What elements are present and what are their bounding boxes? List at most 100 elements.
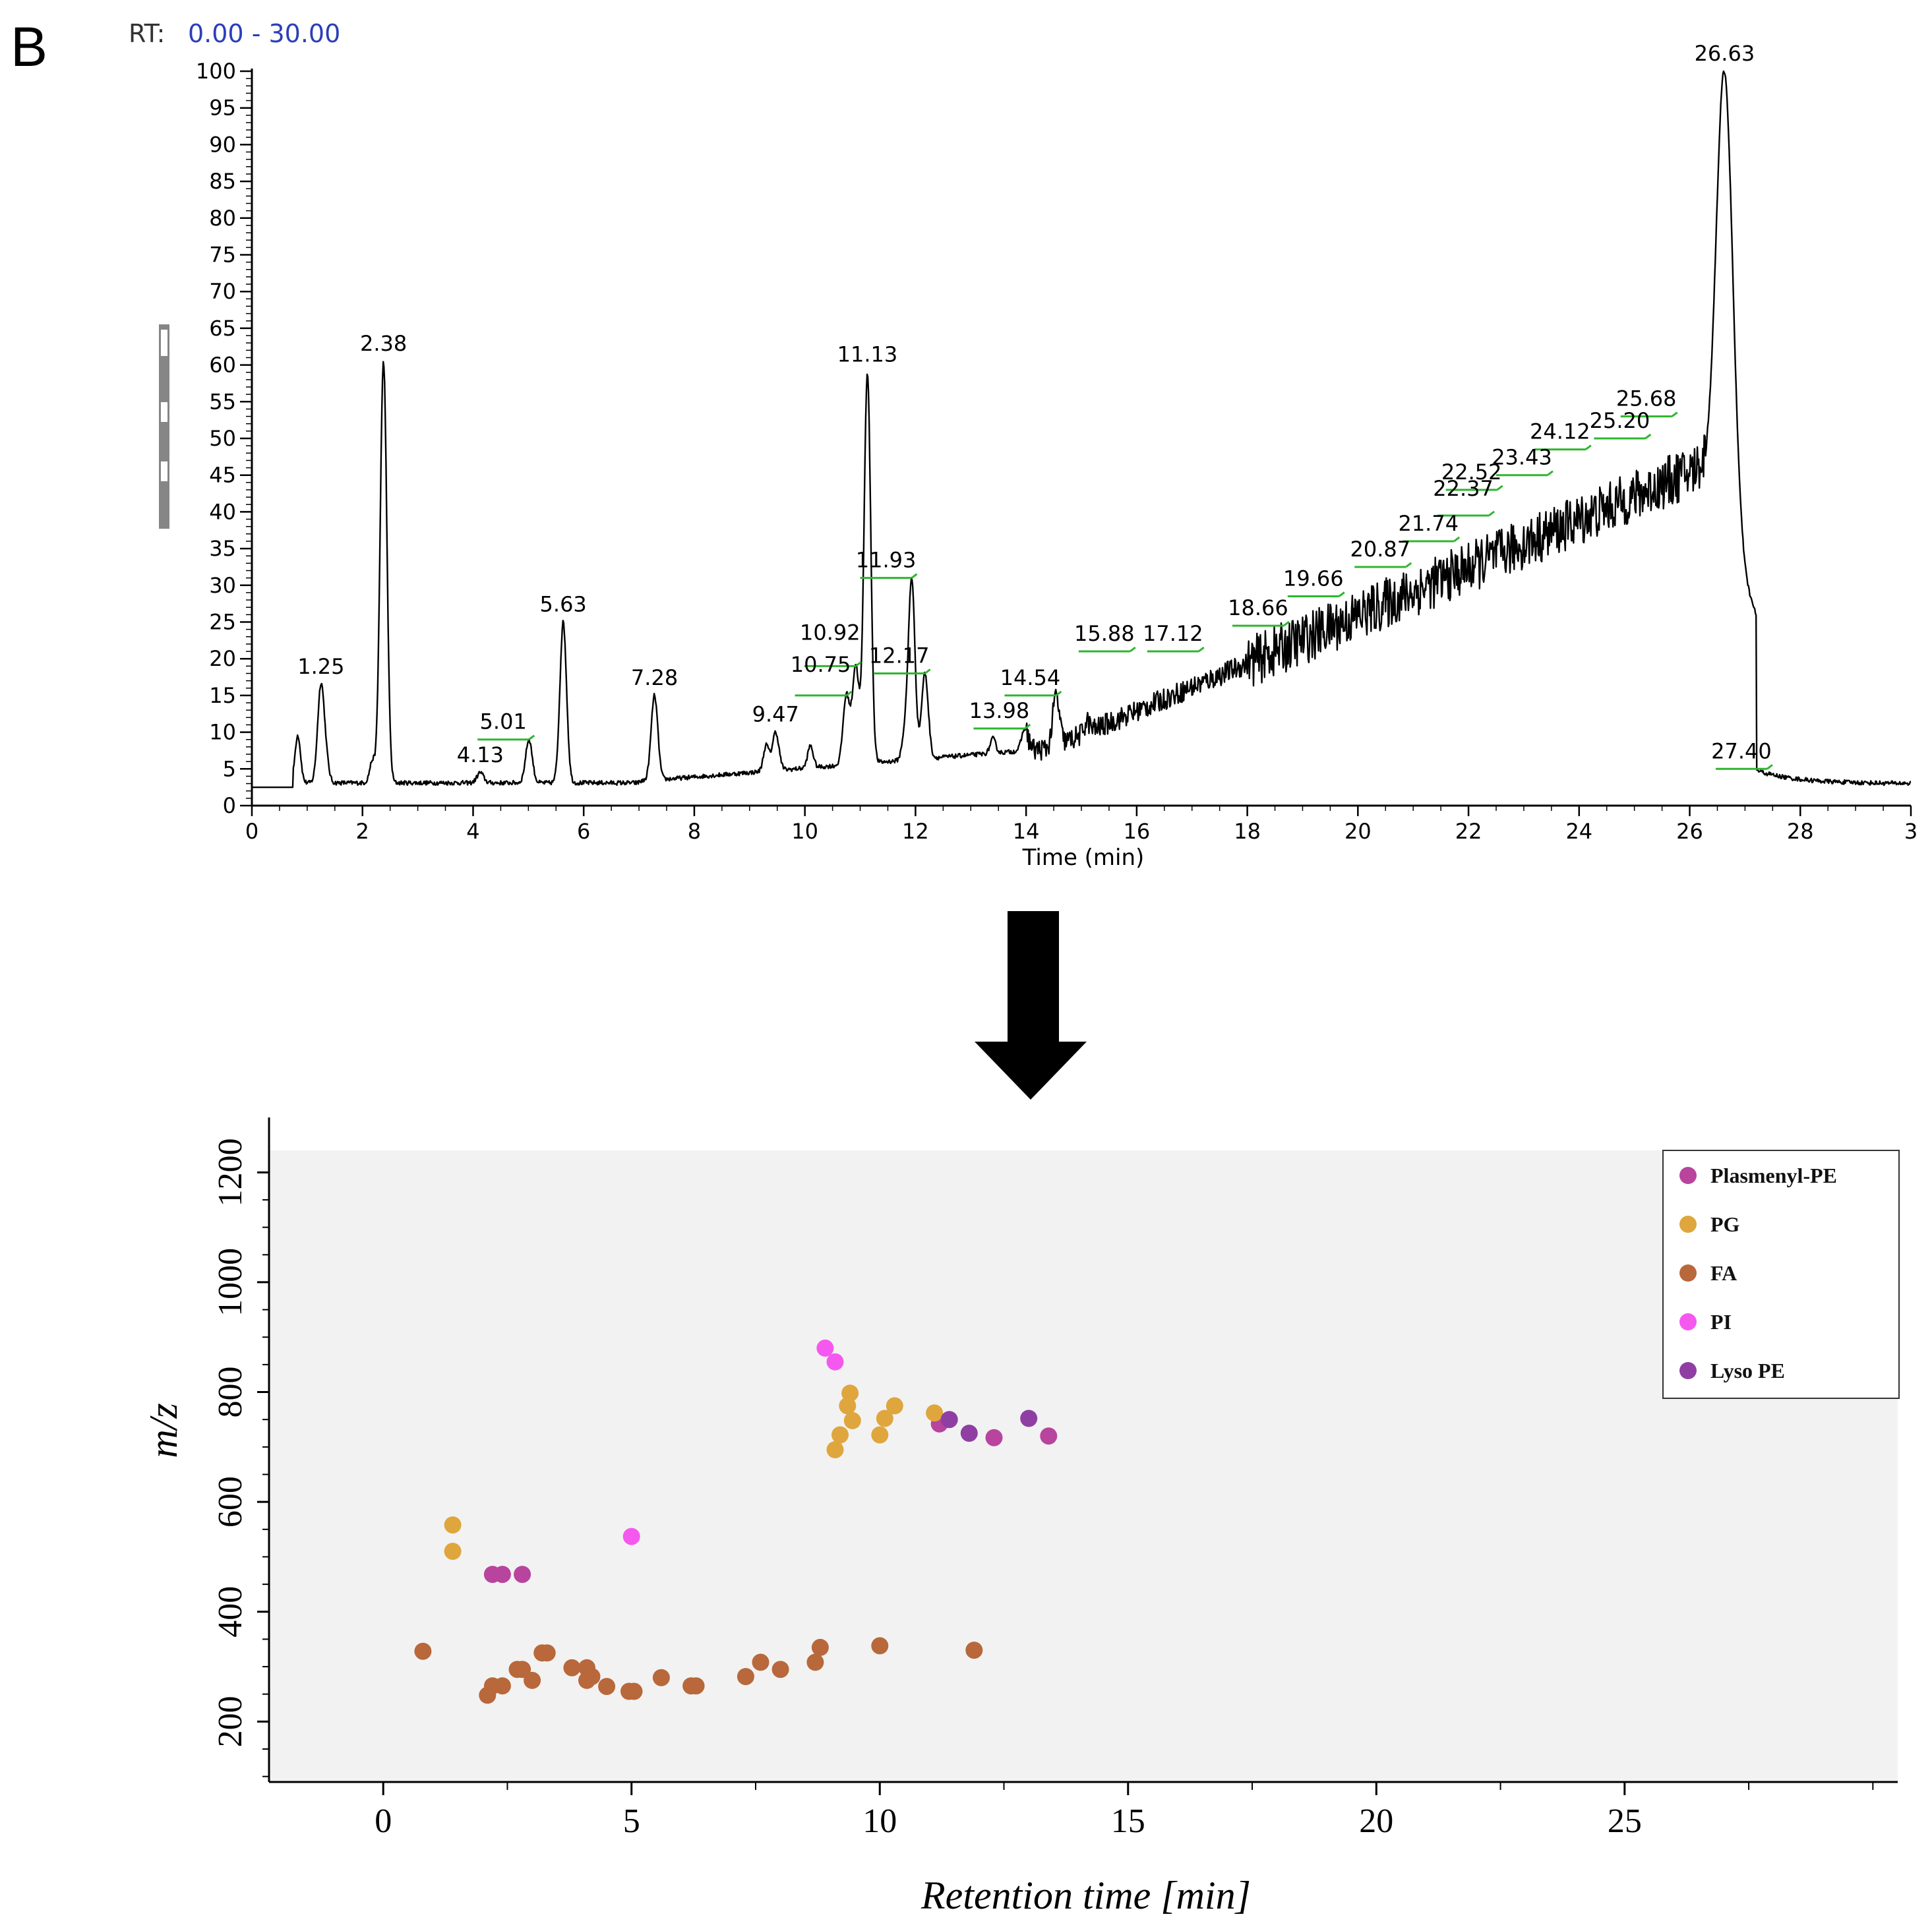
peak-marker-tick bbox=[1024, 723, 1031, 730]
peak-label: 22.52 bbox=[1441, 460, 1502, 485]
scatter-point-fa bbox=[563, 1659, 581, 1677]
scatter-point-pg bbox=[826, 1441, 844, 1458]
scatter-axes: 200 400 600 800 1000 1200 0 5 10 15 20 25 bbox=[212, 1117, 1898, 1840]
peak-marker-tick bbox=[845, 690, 853, 697]
scatter-y-tick-label: 400 bbox=[212, 1586, 249, 1638]
chromatogram-y-tick-label: 0 bbox=[223, 793, 236, 818]
scatter-x-tick-label: 25 bbox=[1608, 1802, 1642, 1840]
peak-label: 12.17 bbox=[869, 643, 930, 668]
peak-marker-tick bbox=[1547, 470, 1554, 476]
scatter-point-fa bbox=[625, 1682, 643, 1700]
peak-label: 13.98 bbox=[969, 698, 1030, 723]
chromatogram-y-tick-label: 55 bbox=[209, 389, 236, 414]
peak-label: 10.92 bbox=[800, 620, 860, 645]
scatter-point-pi bbox=[826, 1353, 844, 1371]
chromatogram-y-tick-label: 15 bbox=[209, 683, 236, 708]
peak-label: 25.68 bbox=[1616, 386, 1677, 411]
chromatogram-y-tick-label: 85 bbox=[209, 169, 236, 194]
legend-label: PI bbox=[1710, 1310, 1732, 1334]
down-arrow-icon bbox=[975, 911, 1087, 1100]
scatter-point-lyso-pe bbox=[960, 1425, 978, 1442]
chromatogram-y-tick-label: 100 bbox=[196, 59, 236, 84]
peak-marker-tick bbox=[1338, 591, 1345, 597]
chromatogram-x-tick-label: 4 bbox=[466, 819, 479, 844]
chromatogram-x-tick-label: 3 bbox=[1904, 819, 1917, 844]
chromatogram-y-tick-label: 80 bbox=[209, 206, 236, 231]
scatter-point-plasmenyl-pe bbox=[985, 1429, 1003, 1446]
chromatogram-x-tick-label: 28 bbox=[1787, 819, 1814, 844]
scatter-point-pg bbox=[444, 1516, 462, 1534]
peak-label: 11.13 bbox=[837, 342, 898, 367]
scatter-point-pg bbox=[444, 1543, 462, 1560]
chromatogram-y-tick-label: 50 bbox=[209, 426, 236, 451]
legend-swatch bbox=[1679, 1167, 1697, 1184]
scatter-point-plasmenyl-pe bbox=[514, 1566, 531, 1584]
legend-swatch bbox=[1679, 1362, 1697, 1379]
scatter-y-axis-title: m/z bbox=[142, 1403, 185, 1458]
scatter-point-fa bbox=[538, 1644, 556, 1662]
scatter-point-pg bbox=[876, 1410, 893, 1427]
peak-marker-tick bbox=[855, 661, 862, 667]
legend-label: FA bbox=[1710, 1261, 1737, 1285]
peak-label: 1.25 bbox=[297, 654, 344, 679]
scatter-point-fa bbox=[514, 1661, 531, 1678]
peak-label: 7.28 bbox=[631, 665, 678, 690]
chromatogram-y-tick-label: 75 bbox=[209, 243, 236, 268]
scatter-x-tick-label: 15 bbox=[1111, 1802, 1145, 1840]
legend-swatch bbox=[1679, 1313, 1697, 1330]
chromatogram-axes: 0510152025303540455055606570758085909510… bbox=[196, 59, 1917, 844]
chromatogram-x-tick-label: 22 bbox=[1455, 819, 1482, 844]
scatter-point-fa bbox=[965, 1642, 983, 1659]
peak-label: 2.38 bbox=[360, 331, 407, 356]
peak-marker-tick bbox=[1055, 690, 1062, 697]
peak-label: 21.74 bbox=[1398, 511, 1459, 536]
chromatogram-y-tick-label: 25 bbox=[209, 610, 236, 635]
legend-label: Lyso PE bbox=[1710, 1359, 1785, 1382]
scatter-point-pg bbox=[886, 1397, 903, 1415]
legend-swatch bbox=[1679, 1216, 1697, 1233]
legend-label: Plasmenyl-PE bbox=[1710, 1164, 1837, 1187]
chromatogram-x-tick-label: 12 bbox=[902, 819, 929, 844]
chromatogram-y-tick-label: 5 bbox=[223, 756, 236, 781]
scatter-point-pg bbox=[843, 1411, 861, 1429]
scatter-plot-background bbox=[269, 1150, 1898, 1782]
chromatogram-x-tick-label: 6 bbox=[577, 819, 590, 844]
peak-label: 27.40 bbox=[1711, 738, 1772, 763]
peak-label: 9.47 bbox=[752, 702, 799, 727]
peak-label: 10.75 bbox=[791, 652, 851, 677]
scatter-y-tick-label: 800 bbox=[212, 1367, 249, 1418]
chromatogram-trace bbox=[251, 70, 1912, 788]
scatter-y-tick-label: 200 bbox=[212, 1696, 249, 1747]
chromatogram-x-tick-label: 2 bbox=[356, 819, 369, 844]
peak-label: 14.54 bbox=[1000, 665, 1061, 690]
chromatogram-x-tick-label: 26 bbox=[1676, 819, 1703, 844]
chromatogram-y-tick-label: 90 bbox=[209, 132, 236, 157]
chromatogram-x-tick-label: 20 bbox=[1344, 819, 1372, 844]
scatter-x-tick-label: 0 bbox=[375, 1802, 392, 1840]
peak-marker-tick bbox=[1453, 536, 1461, 543]
legend-box bbox=[1662, 1150, 1900, 1399]
peak-label: 26.63 bbox=[1695, 41, 1755, 66]
scatter-legend: Plasmenyl-PE PG FA PI Lyso PE bbox=[1662, 1150, 1900, 1399]
peak-label: 24.12 bbox=[1530, 419, 1590, 444]
legend-label: PG bbox=[1710, 1212, 1740, 1236]
peak-label: 22.37 bbox=[1433, 476, 1494, 501]
peak-label: 5.01 bbox=[480, 709, 527, 734]
chromatogram-y-tick-label: 70 bbox=[209, 279, 236, 304]
scatter-x-tick-label: 5 bbox=[623, 1802, 640, 1840]
rt-range-label: RT: bbox=[129, 19, 165, 48]
scatter-point-fa bbox=[652, 1669, 670, 1686]
scatter-y-tick-label: 1000 bbox=[212, 1248, 249, 1317]
scatter-point-fa bbox=[598, 1678, 616, 1696]
chromatogram-y-tick-label: 35 bbox=[209, 536, 236, 561]
peak-label: 17.12 bbox=[1143, 621, 1203, 646]
peak-marker-tick bbox=[1197, 646, 1205, 653]
peak-label: 19.66 bbox=[1283, 566, 1344, 591]
chromatogram-y-tick-label: 65 bbox=[209, 316, 236, 341]
peak-label: 20.87 bbox=[1350, 537, 1410, 562]
peak-marker-tick bbox=[1645, 433, 1652, 440]
scatter-point-plasmenyl-pe bbox=[493, 1566, 511, 1584]
peak-label: 11.93 bbox=[856, 548, 917, 573]
chromatogram-x-tick-label: 0 bbox=[245, 819, 258, 844]
